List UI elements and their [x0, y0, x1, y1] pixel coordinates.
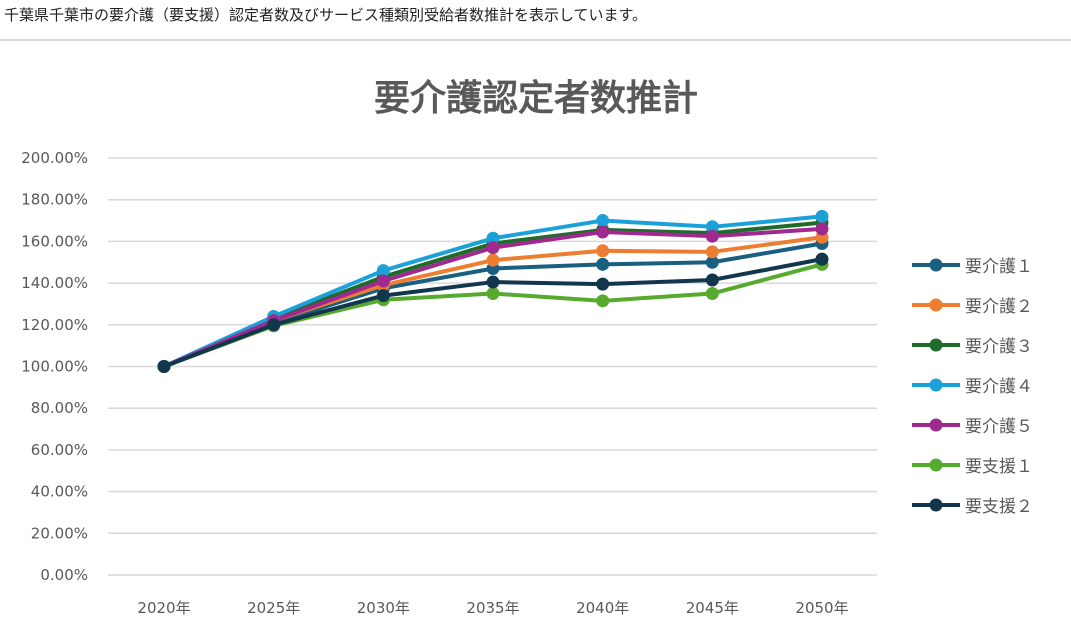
data-point	[486, 287, 500, 301]
x-tick-label: 2020年	[137, 599, 190, 617]
data-point	[815, 252, 829, 266]
data-point	[157, 360, 171, 373]
data-point	[596, 294, 610, 308]
y-tick-label: 140.00%	[21, 274, 88, 292]
data-point	[486, 275, 500, 289]
data-point	[486, 231, 500, 245]
y-tick-label: 160.00%	[21, 232, 88, 250]
y-tick-label: 60.00%	[31, 441, 88, 459]
legend-marker	[929, 378, 943, 392]
legend-label: 要支援２	[965, 497, 1033, 517]
legend-marker	[929, 258, 943, 272]
data-point	[486, 253, 500, 267]
y-tick-label: 200.00%	[21, 149, 88, 167]
data-point	[596, 257, 610, 271]
y-tick-label: 40.00%	[31, 483, 88, 501]
data-point	[705, 220, 719, 234]
chart-title: 要介護認定者数推計	[374, 78, 698, 119]
data-point	[705, 245, 719, 259]
data-point	[705, 273, 719, 287]
legend-label: 要介護１	[965, 257, 1033, 277]
data-point	[596, 244, 610, 258]
data-point	[705, 229, 719, 243]
x-tick-label: 2030年	[357, 599, 410, 617]
y-tick-label: 80.00%	[31, 399, 88, 417]
data-point	[815, 209, 829, 223]
legend-marker	[929, 498, 943, 512]
legend-label: 要介護５	[965, 417, 1033, 437]
x-tick-label: 2050年	[795, 599, 848, 617]
data-point	[705, 287, 719, 301]
series-line	[163, 257, 823, 369]
legend-marker	[929, 458, 943, 472]
data-point	[596, 277, 610, 291]
y-tick-label: 20.00%	[31, 524, 88, 542]
y-tick-label: 180.00%	[21, 191, 88, 209]
y-tick-label: 120.00%	[21, 316, 88, 334]
y-tick-label: 100.00%	[21, 358, 88, 376]
x-tick-label: 2035年	[466, 599, 519, 617]
legend-marker	[929, 338, 943, 352]
legend-label: 要介護４	[965, 377, 1033, 397]
data-point	[376, 289, 390, 303]
legend-label: 要支援１	[965, 457, 1033, 477]
legend-label: 要介護３	[965, 337, 1033, 357]
data-point	[705, 255, 719, 269]
legend-marker	[929, 418, 943, 432]
data-point	[267, 318, 281, 332]
data-point	[596, 225, 610, 239]
x-tick-label: 2025年	[247, 599, 300, 617]
data-point	[376, 274, 390, 288]
data-point	[376, 264, 390, 278]
divider	[0, 39, 1071, 41]
x-tick-label: 2045年	[686, 599, 739, 617]
data-point	[596, 214, 610, 228]
x-tick-label: 2040年	[576, 599, 629, 617]
page-caption: 千葉県千葉市の要介護（要支援）認定者数及びサービス種類別受給者数推計を表示してい…	[4, 6, 648, 24]
data-point	[486, 241, 500, 255]
data-point	[815, 222, 829, 236]
legend-marker	[929, 298, 943, 312]
y-tick-label: 0.00%	[40, 566, 88, 584]
legend-label: 要介護２	[965, 297, 1033, 317]
